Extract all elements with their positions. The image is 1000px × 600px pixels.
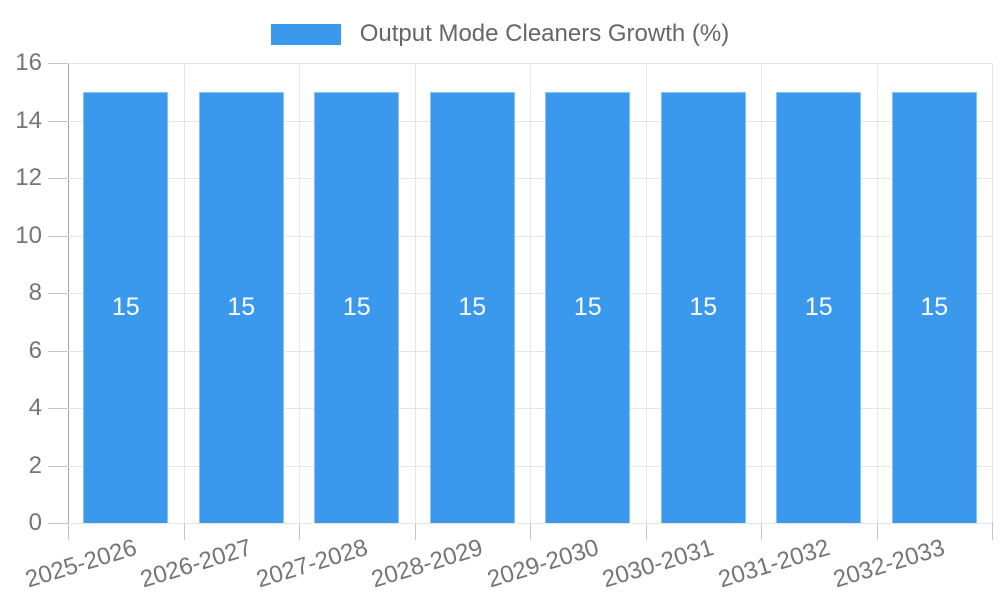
bar-2027-2028[interactable]: 15 — [314, 91, 400, 523]
y-tick-label: 2 — [28, 451, 42, 479]
bar-2028-2029[interactable]: 15 — [429, 91, 515, 523]
bar-2026-2027[interactable]: 15 — [198, 91, 284, 523]
y-tick-mark — [48, 350, 68, 352]
bar-value-label: 15 — [111, 293, 140, 322]
x-gridline — [992, 63, 993, 523]
x-gridline — [876, 63, 878, 523]
bar-2030-2031[interactable]: 15 — [660, 91, 746, 523]
chart-legend[interactable]: Output Mode Cleaners Growth (%) — [0, 22, 1000, 46]
x-gridline — [645, 63, 647, 523]
bar-2029-2030[interactable]: 15 — [545, 91, 631, 523]
y-tick-label: 0 — [28, 509, 42, 536]
bar-value-label: 15 — [920, 293, 949, 322]
y-tick-mark — [48, 120, 68, 122]
x-gridline — [761, 63, 762, 523]
y-tick-mark — [48, 63, 68, 64]
y-gridline — [68, 523, 992, 524]
x-tick-mark — [761, 524, 762, 540]
x-gridline — [183, 63, 185, 523]
y-tick-label: 4 — [28, 394, 42, 421]
bar-2025-2026[interactable]: 15 — [83, 91, 169, 523]
y-tick-label: 6 — [28, 336, 42, 364]
bar-2032-2033[interactable]: 15 — [891, 91, 977, 523]
y-tick-label: 12 — [15, 164, 42, 191]
legend-swatch — [270, 23, 341, 45]
bar-value-label: 15 — [227, 293, 256, 322]
x-gridline — [530, 63, 531, 523]
x-tick-mark — [299, 524, 300, 540]
bar-value-label: 15 — [342, 293, 371, 322]
y-tick-mark — [48, 293, 68, 294]
y-tick-mark — [48, 408, 68, 409]
y-tick-mark — [48, 235, 68, 237]
bar-value-label: 15 — [804, 293, 833, 322]
y-tick-label: 10 — [15, 221, 42, 249]
y-tick-mark — [48, 178, 68, 179]
y-tick-label: 14 — [15, 106, 42, 134]
legend-label: Output Mode Cleaners Growth (%) — [359, 20, 730, 47]
x-tick-mark — [876, 524, 878, 540]
bar-value-label: 15 — [689, 293, 718, 322]
x-tick-mark — [183, 524, 185, 540]
bar-2031-2032[interactable]: 15 — [776, 91, 862, 523]
bar-value-label: 15 — [458, 293, 487, 322]
bar-value-label: 15 — [573, 293, 602, 322]
x-tick-mark — [414, 524, 416, 540]
x-tick-mark — [68, 524, 69, 540]
x-tick-mark — [992, 524, 993, 540]
x-gridline — [414, 63, 416, 523]
x-gridline — [299, 63, 300, 523]
x-tick-mark — [530, 524, 531, 540]
y-tick-mark — [48, 523, 68, 524]
y-tick-label: 8 — [28, 279, 42, 306]
plot-area: 15 15 15 15 15 15 15 15 — [68, 63, 993, 524]
x-tick-mark — [645, 524, 647, 540]
y-tick-label: 16 — [15, 49, 42, 76]
y-tick-mark — [48, 465, 68, 467]
